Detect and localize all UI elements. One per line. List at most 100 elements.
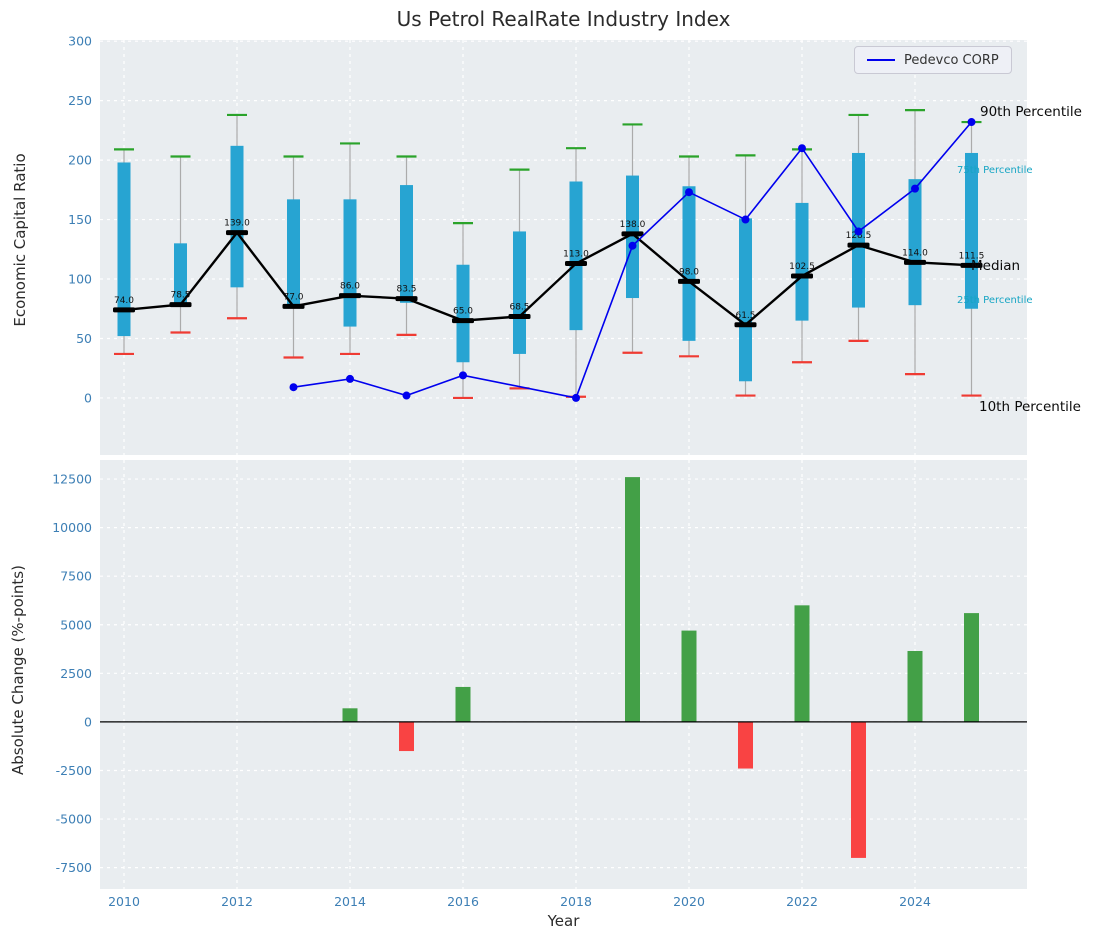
iqr-box xyxy=(513,231,526,354)
iqr-box xyxy=(400,185,413,303)
median-value-label: 74.0 xyxy=(114,296,134,306)
iqr-box xyxy=(795,202,809,321)
pedevco-point xyxy=(402,391,411,400)
y-tick-label: 200 xyxy=(68,153,92,168)
iqr-box xyxy=(456,264,470,363)
iqr-box xyxy=(230,145,244,288)
chart-title: Us Petrol RealRate Industry Index xyxy=(396,7,731,31)
median-marker xyxy=(960,262,983,268)
iqr-box xyxy=(174,243,187,306)
negative-change-bar xyxy=(738,721,753,769)
iqr-box xyxy=(682,186,696,341)
median-marker xyxy=(791,273,813,279)
median-marker xyxy=(226,230,248,236)
y-tick-label: 2500 xyxy=(60,666,92,681)
pedevco-point xyxy=(911,184,919,193)
iqr-box xyxy=(343,199,357,327)
median-marker xyxy=(621,231,644,237)
y-tick-label: -2500 xyxy=(56,763,92,778)
pedevco-point xyxy=(798,144,806,153)
iqr-box xyxy=(965,152,978,309)
median-value-label: 98.0 xyxy=(679,267,699,277)
median-marker xyxy=(904,259,926,265)
y-tick-label: 150 xyxy=(68,212,92,227)
median-marker xyxy=(282,303,305,309)
median-marker xyxy=(734,322,757,328)
median-marker xyxy=(847,242,870,248)
median-marker xyxy=(113,307,135,313)
positive-change-bar xyxy=(681,630,697,722)
y-tick-label: 100 xyxy=(68,272,92,287)
annotation-90th-percentile: 90th Percentile xyxy=(980,104,1082,120)
pedevco-point xyxy=(741,215,750,224)
pedevco-point xyxy=(346,374,354,383)
annotation-median: Median xyxy=(971,258,1021,274)
y-tick-label: 7500 xyxy=(60,569,92,584)
median-value-label: 139.0 xyxy=(224,219,250,229)
positive-change-bar xyxy=(625,477,640,722)
median-value-label: 65.0 xyxy=(453,307,473,317)
median-value-label: 77.0 xyxy=(283,292,303,302)
median-value-label: 61.5 xyxy=(735,311,755,321)
median-value-label: 78.5 xyxy=(170,291,190,301)
pedevco-legend-label: Pedevco CORP xyxy=(904,52,999,68)
negative-change-bar xyxy=(851,721,866,858)
median-marker xyxy=(395,296,418,302)
pedevco-point xyxy=(685,188,693,197)
median-line xyxy=(123,230,972,327)
iqr-box xyxy=(287,199,300,308)
y-tick-label: 10000 xyxy=(52,520,92,535)
y-tick-label: 250 xyxy=(68,93,92,108)
y-tick-label: 0 xyxy=(84,714,92,729)
median-value-label: 102.5 xyxy=(789,262,815,272)
x-tick-label: 2022 xyxy=(786,894,818,909)
median-value-label: 138.0 xyxy=(620,220,646,230)
pedevco-point xyxy=(967,118,976,127)
pedevco-point xyxy=(572,393,580,402)
pedevco-line xyxy=(293,121,973,399)
annotation-75th-percentile: 75th Percentile xyxy=(957,165,1033,176)
annotation-25th-percentile: 25th Percentile xyxy=(957,295,1033,306)
y-tick-label: 0 xyxy=(84,390,92,405)
top-plot-area xyxy=(100,40,1027,455)
y-tick-label: 50 xyxy=(76,331,92,346)
annotation-10th-percentile: 10th Percentile xyxy=(979,399,1081,415)
x-tick-label: 2012 xyxy=(221,894,253,909)
pedevco-point xyxy=(854,227,863,236)
positive-change-bar xyxy=(342,708,358,722)
legend: Pedevco CORP xyxy=(854,46,1012,74)
y-tick-label: 12500 xyxy=(52,472,92,487)
median-value-label: 111.5 xyxy=(959,251,985,261)
positive-change-bar xyxy=(455,686,471,722)
median-value-label: 83.5 xyxy=(396,285,416,295)
x-axis-label: Year xyxy=(547,912,580,930)
iqr-box xyxy=(626,175,639,299)
pedevco-point xyxy=(628,241,637,250)
positive-change-bar xyxy=(964,613,979,722)
pedevco-legend-line-icon xyxy=(867,59,895,61)
y-tick-label: 5000 xyxy=(60,617,92,632)
y-tick-label: -5000 xyxy=(56,812,92,827)
x-tick-label: 2018 xyxy=(560,894,592,909)
median-marker xyxy=(508,313,531,319)
median-marker xyxy=(339,293,361,299)
iqr-box xyxy=(117,162,131,337)
median-value-label: 113.0 xyxy=(563,250,589,260)
bottom-plot-area xyxy=(100,460,1027,889)
negative-change-bar xyxy=(399,721,414,752)
median-value-label: 128.5 xyxy=(846,231,872,241)
top-y-axis-label: Economic Capital Ratio xyxy=(11,153,29,327)
pedevco-point xyxy=(459,371,467,380)
median-marker xyxy=(169,302,192,308)
x-tick-label: 2024 xyxy=(899,894,931,909)
pedevco-point xyxy=(289,383,298,392)
iqr-box xyxy=(569,181,583,331)
iqr-box xyxy=(739,218,752,382)
positive-change-bar xyxy=(794,605,810,722)
median-marker xyxy=(565,261,587,267)
y-tick-label: -7500 xyxy=(56,860,92,875)
x-tick-label: 2014 xyxy=(334,894,366,909)
median-value-label: 114.0 xyxy=(902,248,928,258)
iqr-box xyxy=(908,179,922,306)
